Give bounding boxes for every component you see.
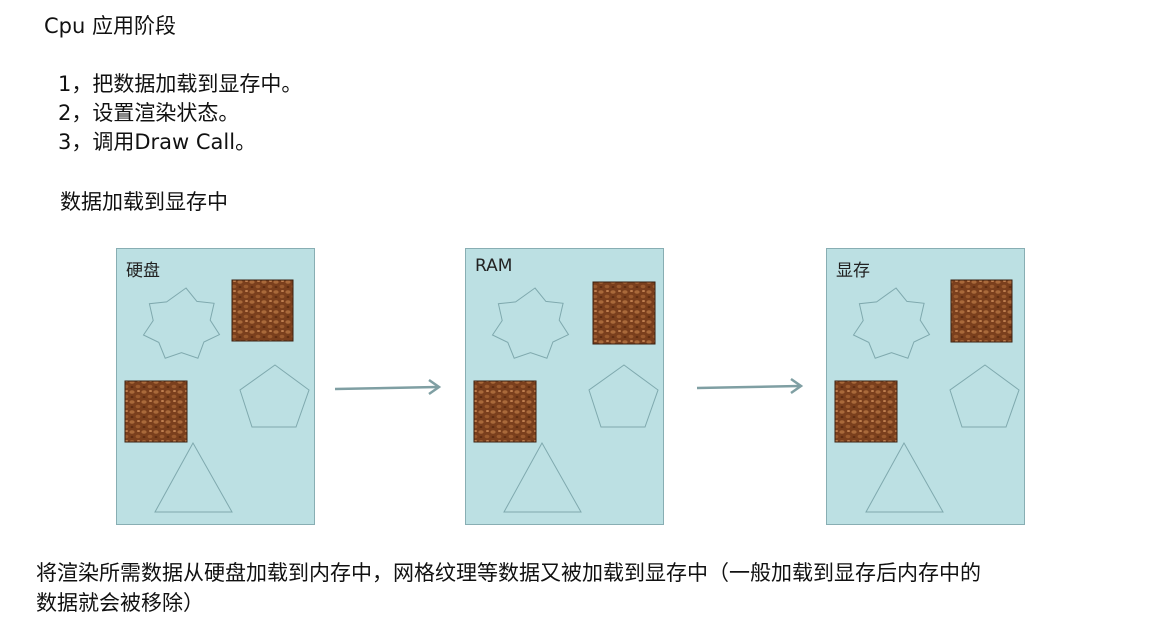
step-item: 3，调用Draw Call。 [58, 130, 257, 154]
texture-block [834, 380, 898, 443]
pentagon-shape [949, 364, 1020, 428]
panel-ram: RAM [465, 248, 664, 525]
star-shape [852, 287, 931, 359]
panel-label: RAM [475, 256, 513, 276]
star-shape [142, 287, 221, 359]
arrow-right-icon [696, 377, 804, 395]
panel-vram: 显存 [826, 248, 1025, 525]
panel-disk: 硬盘 [116, 248, 315, 525]
caption-line: 将渲染所需数据从硬盘加载到内存中，网格纹理等数据又被加载到显存中（一般加载到显存… [36, 561, 981, 585]
panel-shapes [834, 279, 1020, 513]
texture-block [473, 380, 537, 443]
arrow-right-icon [334, 378, 442, 396]
texture-block [592, 281, 656, 345]
triangle-shape [154, 441, 233, 513]
panel-shapes [124, 279, 310, 513]
panel-label: 硬盘 [126, 261, 160, 281]
texture-block [231, 279, 294, 342]
texture-block [124, 380, 188, 443]
star-shape [491, 287, 570, 359]
texture-block [950, 279, 1013, 343]
pentagon-shape [588, 364, 659, 428]
subheading: 数据加载到显存中 [60, 190, 228, 214]
caption-line: 数据就会被移除） [36, 591, 204, 615]
step-item: 1，把数据加载到显存中。 [58, 72, 303, 96]
panel-label: 显存 [836, 261, 870, 281]
step-list: 1，把数据加载到显存中。 2，设置渲染状态。 3，调用Draw Call。 [58, 70, 302, 157]
heading: Cpu 应用阶段 [44, 14, 176, 38]
triangle-shape [503, 441, 582, 513]
caption: 将渲染所需数据从硬盘加载到内存中，网格纹理等数据又被加载到显存中（一般加载到显存… [36, 558, 1146, 618]
pentagon-shape [239, 364, 310, 428]
panel-shapes [473, 281, 659, 513]
step-item: 2，设置渲染状态。 [58, 101, 240, 125]
triangle-shape [865, 441, 944, 513]
